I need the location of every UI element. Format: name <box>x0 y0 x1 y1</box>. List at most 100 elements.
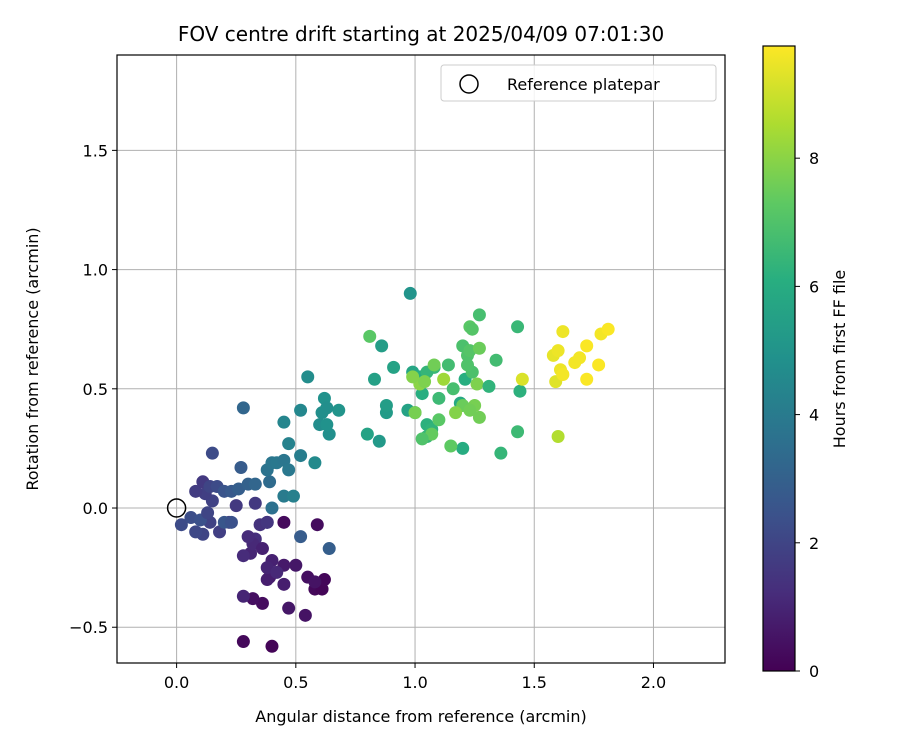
scatter-point <box>277 489 291 503</box>
scatter-point <box>241 530 255 544</box>
legend-label-reference: Reference platepar <box>507 75 660 94</box>
scatter-point <box>418 375 432 389</box>
y-tick-label: −0.5 <box>69 618 108 637</box>
scatter-point <box>489 353 503 367</box>
scatter-point <box>472 410 486 424</box>
scatter-point <box>282 601 296 615</box>
colorbar: 0 2 4 6 8 Hours from first FF file <box>762 45 849 681</box>
scatter-point <box>580 339 594 353</box>
x-tick-label: 0.5 <box>283 673 308 692</box>
scatter-point <box>236 589 250 603</box>
scatter-point <box>277 515 291 529</box>
scatter-point <box>482 379 496 393</box>
scatter-point <box>289 558 303 572</box>
scatter-point <box>551 429 565 443</box>
scatter-point <box>427 358 441 372</box>
scatter-point <box>601 322 615 336</box>
scatter-point <box>511 425 525 439</box>
scatter-point <box>248 496 262 510</box>
scatter-point <box>236 401 250 415</box>
scatter-point <box>260 573 274 587</box>
grid <box>117 55 725 663</box>
x-tick-label: 1.5 <box>522 673 547 692</box>
colorbar-ticks: 0 2 4 6 8 <box>795 149 819 681</box>
scatter-point <box>320 401 334 415</box>
scatter-point <box>363 329 377 343</box>
scatter-point <box>229 499 243 513</box>
scatter-point <box>472 341 486 355</box>
colorbar-gradient <box>762 45 796 672</box>
scatter-point <box>515 372 529 386</box>
scatter-point <box>441 358 455 372</box>
scatter-point <box>556 325 570 339</box>
scatter-point <box>308 456 322 470</box>
scatter-point <box>456 441 470 455</box>
x-axis-ticks: 0.0 0.5 1.0 1.5 2.0 <box>164 663 666 692</box>
scatter-point <box>310 518 324 532</box>
scatter-point <box>460 358 474 372</box>
scatter-point <box>236 635 250 649</box>
scatter-point <box>282 437 296 451</box>
x-axis-label: Angular distance from reference (arcmin) <box>255 707 586 726</box>
colorbar-tick-label: 4 <box>809 406 819 425</box>
scatter-point <box>415 432 429 446</box>
scatter-point <box>294 449 308 463</box>
colorbar-label: Hours from first FF file <box>830 270 849 449</box>
colorbar-tick-label: 2 <box>809 534 819 553</box>
colorbar-tick-label: 8 <box>809 149 819 168</box>
scatter-point <box>403 286 417 300</box>
scatter-point <box>201 506 215 520</box>
chart-title: FOV centre drift starting at 2025/04/09 … <box>178 22 664 46</box>
scatter-point <box>270 565 284 579</box>
scatter-point <box>234 460 248 474</box>
scatter-point <box>379 398 393 412</box>
scatter-point <box>248 477 262 491</box>
colorbar-tick-label: 0 <box>809 662 819 681</box>
scatter-point <box>332 403 346 417</box>
scatter-point <box>265 639 279 653</box>
reference-platepar-marker <box>166 498 187 518</box>
scatter-point <box>263 475 277 489</box>
y-tick-label: 1.5 <box>83 141 108 160</box>
scatter-points <box>174 286 615 653</box>
scatter-point <box>282 463 296 477</box>
scatter-point <box>432 413 446 427</box>
scatter-point <box>556 367 570 381</box>
scatter-point <box>470 377 484 391</box>
scatter-point <box>286 489 300 503</box>
scatter-point <box>294 403 308 417</box>
scatter-point <box>368 372 382 386</box>
scatter-point <box>372 434 386 448</box>
scatter-point <box>494 446 508 460</box>
scatter-point <box>301 370 315 384</box>
scatter-point <box>463 403 477 417</box>
scatter-point <box>174 518 188 532</box>
scatter-point <box>449 406 463 420</box>
scatter-point <box>387 360 401 374</box>
scatter-point <box>255 542 269 556</box>
colorbar-tick-label: 6 <box>809 277 819 296</box>
y-axis-ticks: −0.5 0.0 0.5 1.0 1.5 <box>69 141 117 637</box>
scatter-point <box>205 446 219 460</box>
scatter-point <box>437 372 451 386</box>
plot-frame <box>116 54 726 664</box>
scatter-point <box>408 406 422 420</box>
scatter-point <box>298 608 312 622</box>
scatter-point <box>573 351 587 365</box>
scatter-point <box>260 515 274 529</box>
scatter-point <box>446 382 460 396</box>
y-axis-label: Rotation from reference (arcmin) <box>23 227 42 490</box>
scatter-point <box>551 344 565 358</box>
y-tick-label: 0.5 <box>83 380 108 399</box>
scatter-point <box>224 515 238 529</box>
scatter-point <box>472 308 486 322</box>
x-tick-label: 1.0 <box>402 673 427 692</box>
scatter-point <box>580 372 594 386</box>
scatter-point <box>189 484 203 498</box>
legend: Reference platepar <box>440 64 717 102</box>
scatter-point <box>592 358 606 372</box>
scatter-point <box>444 439 458 453</box>
scatter-point <box>465 322 479 336</box>
scatter-point <box>432 391 446 405</box>
